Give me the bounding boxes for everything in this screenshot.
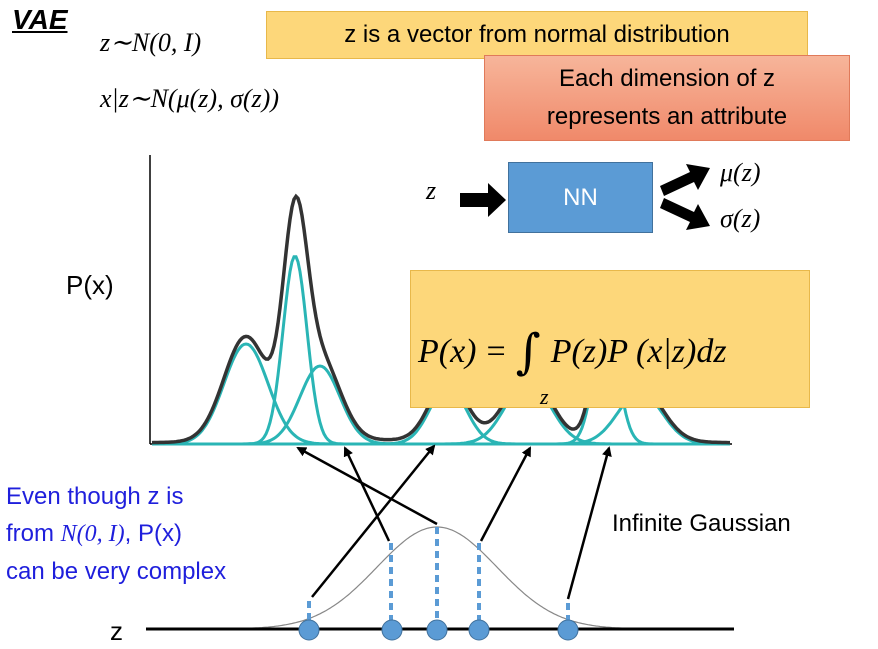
attribute-note-line2: represents an attribute xyxy=(546,103,788,130)
likelihood-equation: x|z∼N(μ(z), σ(z)) xyxy=(100,84,279,113)
formula-equals: = xyxy=(486,333,506,370)
nn-output-mu: μ(z) xyxy=(720,158,761,187)
complexity-note-line1: Even though z is xyxy=(6,483,184,510)
integral-sign: ∫ xyxy=(515,324,541,380)
nn-label: NN xyxy=(563,183,598,211)
complexity-note-line3: can be very complex xyxy=(6,558,227,585)
arrow-4 xyxy=(479,446,532,542)
input-arrow xyxy=(460,183,506,217)
complexity-note: Even though z is from N(0, I), P(x) can … xyxy=(6,478,226,590)
z-point-4 xyxy=(468,619,490,641)
vector-note-box: z is a vector from normal distribution xyxy=(266,11,808,59)
formula-lhs: P(x) xyxy=(418,333,477,370)
mu-arrow xyxy=(660,164,710,196)
marginal-formula: P(x) = ∫ P(z)P (x|z)dz xyxy=(418,318,727,380)
nn-output-sigma: σ(z) xyxy=(720,204,761,233)
formula-rhs: P(z)P (x|z)dz xyxy=(550,333,727,370)
note-normal: N(0, I) xyxy=(60,521,125,547)
z-point-5 xyxy=(557,619,579,641)
integral-subscript: z xyxy=(540,384,549,409)
z-point-1 xyxy=(298,619,320,641)
nn-box: NN xyxy=(508,162,653,233)
mapping-arrows xyxy=(296,444,612,600)
z-point-3 xyxy=(426,619,448,641)
infinite-gaussian-label: Infinite Gaussian xyxy=(612,510,791,537)
slide-title: VAE xyxy=(12,4,68,35)
attribute-note-line1: Each dimension of z xyxy=(558,65,776,92)
sigma-arrow xyxy=(660,198,710,230)
arrow-3 xyxy=(296,446,438,526)
z-point-2 xyxy=(381,619,403,641)
z-points xyxy=(298,619,579,641)
formula-box xyxy=(410,270,810,408)
vector-note-text: z is a vector from normal distribution xyxy=(344,21,730,48)
nn-input-label: z xyxy=(426,176,437,205)
attribute-note-box: Each dimension of z represents an attrib… xyxy=(484,55,850,141)
note-from: from xyxy=(6,520,61,547)
y-axis-label: P(x) xyxy=(66,270,114,300)
dashed-lines xyxy=(307,527,570,629)
z-axis-label: z xyxy=(110,616,123,646)
arrow-1 xyxy=(311,444,436,598)
arrow-2 xyxy=(343,446,391,542)
complexity-note-line2: from N(0, I), P(x) xyxy=(6,515,226,553)
arrow-5 xyxy=(566,446,612,600)
prior-equation: z∼N(0, I) xyxy=(100,28,202,57)
note-px: , P(x) xyxy=(124,520,182,547)
